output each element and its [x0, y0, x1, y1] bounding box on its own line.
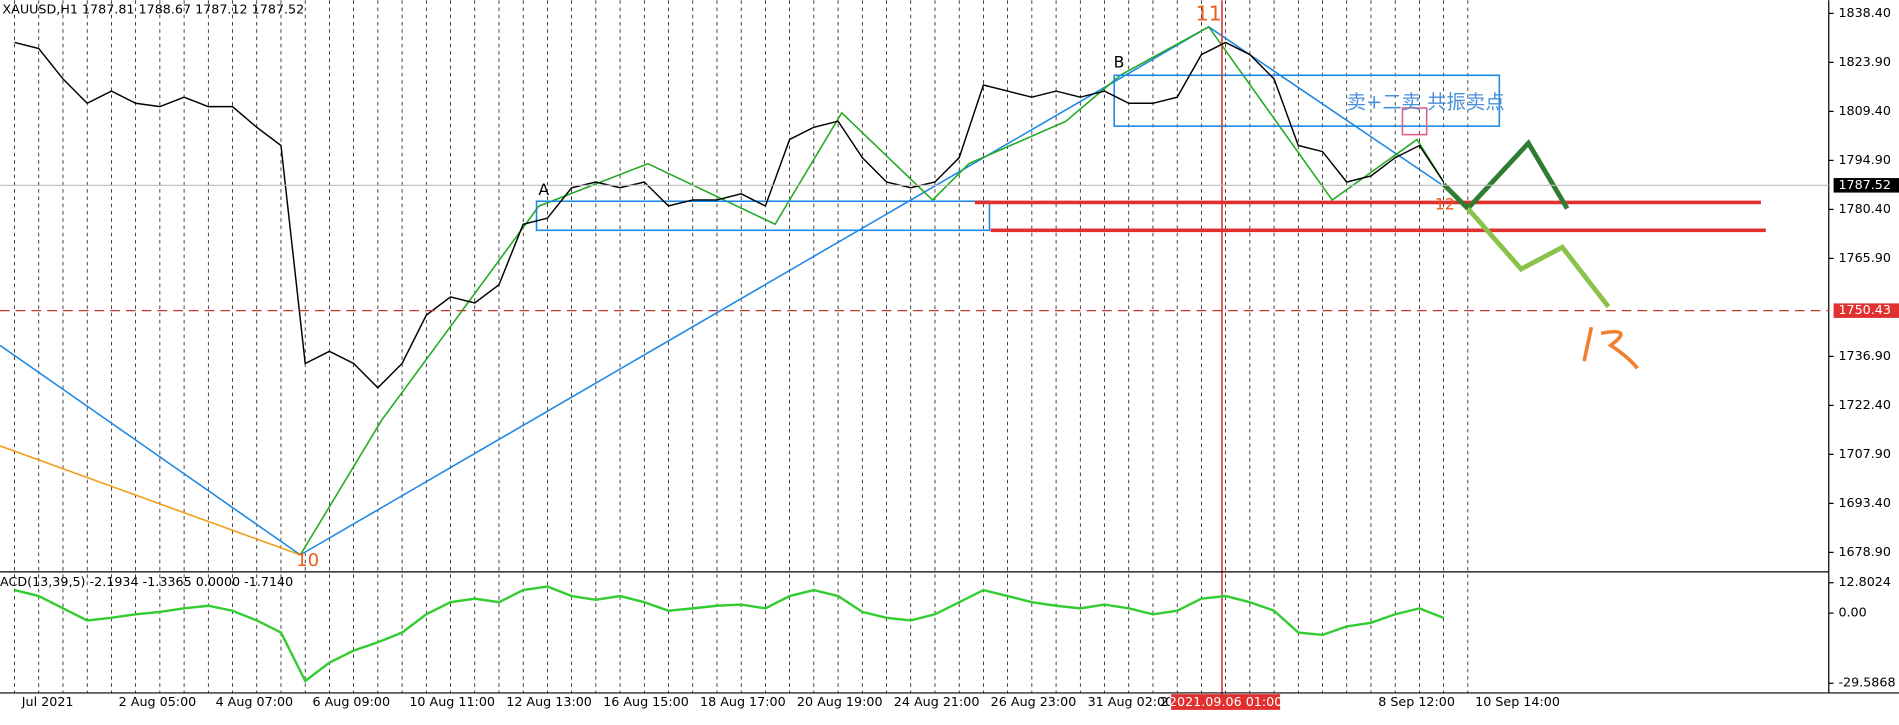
x-tick-label: 2 Aug 05:00	[119, 694, 197, 709]
arrow-path	[1441, 139, 1570, 212]
zigzag	[299, 25, 1445, 556]
x-tick-label: 2021.09.06 01:00	[1169, 694, 1282, 709]
price-tag-label: 1750.43	[1838, 302, 1891, 317]
plot	[14, 41, 1445, 683]
cursor-label-bg	[1171, 694, 1281, 710]
box	[535, 200, 991, 232]
x-tick-label: 10 Sep 14:00	[1475, 694, 1560, 709]
y-tick-label: 1794.90	[1838, 152, 1891, 167]
arrow-path	[1466, 206, 1611, 309]
annotation: A	[538, 180, 549, 199]
trend-line	[0, 344, 301, 556]
x-tick-label: 6 Aug 09:00	[312, 694, 390, 709]
handwriting	[1582, 326, 1639, 370]
annotation: B	[1114, 53, 1125, 72]
x-tick-label: 26 Aug 23:00	[991, 694, 1077, 709]
drawings	[0, 0, 1766, 697]
x-tick-label: 8 Sep 12:00	[1378, 694, 1455, 709]
y-tick-label: 1780.40	[1838, 201, 1891, 216]
y-tick-label: 0.00	[1838, 605, 1866, 620]
indicator-title: ACD(13,39,5) -2.1934 -1.3365 0.0000 -1.7…	[0, 574, 293, 589]
x-tick-label: 10 Aug 11:00	[409, 694, 495, 709]
x-tick-label: 16 Aug 15:00	[603, 694, 689, 709]
annotation: 10	[296, 550, 319, 571]
box	[1401, 107, 1428, 136]
annotation: 11	[1196, 2, 1222, 26]
x-tick-label: 12 Aug 13:00	[506, 694, 592, 709]
price-line	[14, 585, 1445, 683]
x-tick-label: Jul 2021	[21, 694, 74, 709]
grid	[14, 0, 1469, 693]
y-tick-label: 1736.90	[1838, 348, 1891, 363]
trend-line	[0, 445, 301, 556]
price-line	[14, 41, 1445, 389]
x-tick-label: 4 Aug 07:00	[216, 694, 294, 709]
x-tick-label: 31 Aug 02:00	[1088, 694, 1174, 709]
y-tick-label: 1823.90	[1838, 54, 1891, 69]
y-tick-label: 12.8024	[1838, 574, 1891, 589]
x-tick-label: 24 Aug 21:00	[894, 694, 980, 709]
annotation: 12	[1435, 194, 1455, 213]
y-tick-label: 1722.40	[1838, 397, 1891, 412]
y-tick-label: 1809.40	[1838, 103, 1891, 118]
y-tick-label: 1707.90	[1838, 446, 1891, 461]
y-tick-label: 1678.90	[1838, 544, 1891, 559]
chart-title: XAUUSD,H1 1787.81 1788.67 1787.12 1787.5…	[2, 1, 304, 16]
y-tick-label: 1765.90	[1838, 250, 1891, 265]
y-tick-label: 1838.40	[1838, 5, 1891, 20]
box	[1113, 74, 1501, 127]
x-tick-label: 20 Aug 19:00	[797, 694, 883, 709]
price-tag	[1833, 178, 1899, 193]
price-tag	[1833, 303, 1899, 318]
price-tag-label: 1787.52	[1838, 177, 1891, 192]
annotation: 卖+二卖 共振卖点	[1347, 91, 1505, 114]
x-tick-label: 18 Aug 17:00	[700, 694, 786, 709]
y-tick-label: -29.5868	[1838, 675, 1895, 690]
y-tick-label: 1693.40	[1838, 495, 1891, 510]
